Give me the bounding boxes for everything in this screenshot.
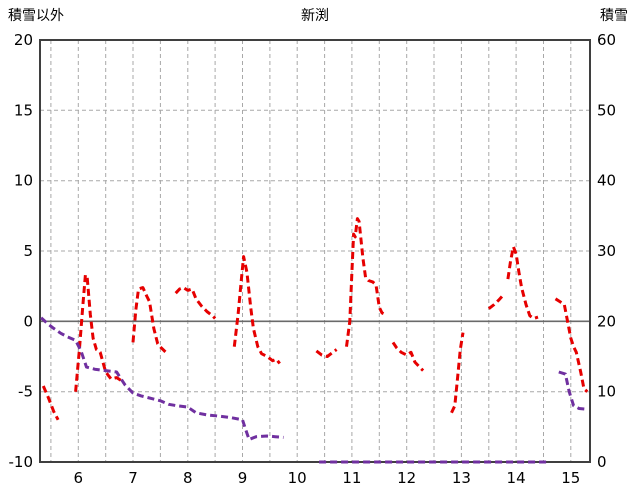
- left-axis-title: 積雪以外: [8, 8, 64, 24]
- chart-title: 新渕: [301, 8, 329, 24]
- svg-text:13: 13: [452, 469, 471, 487]
- svg-text:6: 6: [74, 469, 84, 487]
- svg-text:12: 12: [397, 469, 416, 487]
- svg-text:50: 50: [597, 101, 616, 119]
- svg-text:30: 30: [597, 242, 616, 260]
- left-axis-tick-labels: 20 15 10 5 0 -5 -10: [9, 31, 34, 471]
- svg-text:10: 10: [288, 469, 307, 487]
- right-axis-title: 積雪: [600, 8, 628, 24]
- svg-text:10: 10: [597, 383, 616, 401]
- svg-text:-5: -5: [18, 383, 33, 401]
- svg-text:8: 8: [183, 469, 193, 487]
- series-temperature: [41, 217, 589, 421]
- svg-text:0: 0: [23, 312, 33, 330]
- svg-text:20: 20: [597, 312, 616, 330]
- svg-text:14: 14: [507, 469, 526, 487]
- vertical-gridlines: [50, 40, 572, 462]
- x-axis-tick-labels: 6 7 8 9 10 11 12 13 14 15: [74, 469, 581, 487]
- svg-text:11: 11: [342, 469, 361, 487]
- series-snow-depth: [40, 316, 588, 464]
- svg-text:-10: -10: [9, 453, 34, 471]
- svg-text:15: 15: [14, 101, 33, 119]
- svg-text:15: 15: [561, 469, 580, 487]
- svg-text:10: 10: [14, 172, 33, 190]
- svg-text:20: 20: [14, 31, 33, 49]
- svg-text:5: 5: [23, 242, 33, 260]
- plot-frame: [39, 39, 591, 463]
- svg-text:7: 7: [128, 469, 138, 487]
- svg-text:60: 60: [597, 31, 616, 49]
- svg-text:9: 9: [238, 469, 248, 487]
- svg-text:40: 40: [597, 172, 616, 190]
- svg-text:0: 0: [597, 453, 607, 471]
- right-axis-tick-labels: 60 50 40 30 20 10 0: [597, 31, 616, 471]
- horizontal-gridlines: [40, 109, 590, 393]
